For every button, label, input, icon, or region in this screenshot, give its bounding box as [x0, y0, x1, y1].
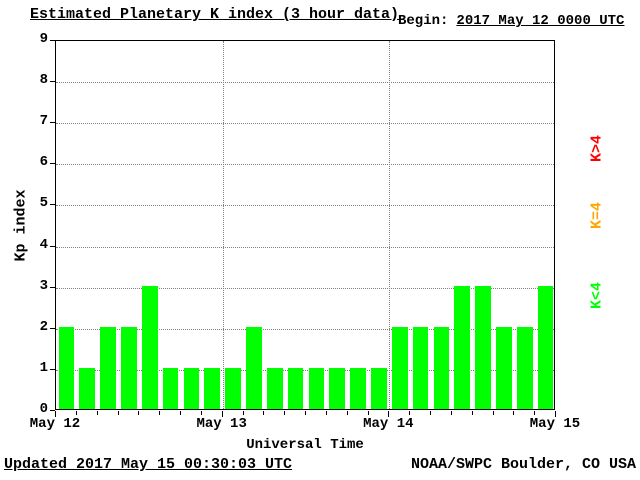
y-tick-label: 6 — [39, 154, 48, 171]
x-tick — [284, 411, 286, 415]
x-tick — [325, 411, 327, 415]
legend-item: K=4 — [588, 202, 606, 230]
x-tick — [346, 411, 348, 415]
kp-bar — [454, 285, 471, 409]
x-tick — [430, 411, 431, 415]
y-tick — [50, 286, 55, 288]
y-tick-label: 0 — [39, 401, 48, 417]
x-tick — [138, 411, 140, 415]
x-tick — [388, 411, 390, 417]
chart-title: Estimated Planetary K index (3 hour data… — [30, 6, 400, 23]
kp-bar — [100, 326, 116, 409]
kp-bar — [246, 326, 262, 409]
gridline-horizontal — [56, 328, 554, 330]
gridline-horizontal — [56, 82, 554, 84]
kp-bar — [329, 367, 346, 409]
legend-item: K>4 — [588, 135, 606, 163]
begin-line: Begin: 2017 May 12 0000 UTC — [398, 13, 624, 29]
gridline-horizontal — [56, 246, 554, 248]
y-tick — [50, 204, 55, 206]
y-tick — [50, 245, 55, 247]
y-tick — [50, 163, 55, 165]
x-tick-label: May 13 — [196, 416, 247, 432]
kp-bar — [308, 367, 325, 409]
x-axis-label: Universal Time — [246, 437, 364, 453]
gridline-vertical — [222, 41, 224, 409]
y-tick-label: 3 — [39, 277, 48, 294]
x-tick — [450, 411, 452, 415]
x-tick — [75, 411, 77, 415]
y-tick-label: 4 — [39, 236, 48, 253]
gridline-horizontal — [56, 205, 554, 207]
y-axis-label: Kp index — [12, 189, 30, 262]
y-tick-label: 8 — [39, 72, 48, 89]
kp-bar — [58, 326, 75, 409]
y-tick — [50, 40, 55, 41]
x-tick — [305, 411, 306, 415]
kp-bar — [496, 326, 512, 409]
kp-bar — [371, 367, 387, 409]
begin-value: 2017 May 12 0000 UTC — [456, 13, 625, 29]
y-tick — [50, 81, 55, 83]
x-tick — [200, 411, 202, 415]
legend-item: K<4 — [588, 282, 606, 310]
kp-bar — [475, 285, 491, 409]
kp-bar — [225, 367, 241, 409]
kp-bar — [537, 285, 554, 409]
x-tick — [117, 411, 119, 415]
x-tick — [492, 411, 494, 415]
gridline-vertical — [389, 41, 391, 409]
x-tick — [159, 411, 161, 415]
kp-bar — [287, 367, 304, 409]
x-tick — [96, 411, 98, 415]
y-tick-label: 1 — [39, 359, 48, 376]
kp-bar — [516, 326, 533, 409]
begin-label: Begin: — [398, 13, 449, 29]
x-tick — [221, 411, 223, 417]
kp-bar — [121, 326, 137, 409]
x-tick — [555, 411, 556, 417]
y-tick-label: 9 — [39, 31, 48, 47]
plot-area — [55, 40, 555, 410]
y-tick-label: 2 — [39, 318, 48, 335]
gridline-horizontal — [56, 164, 554, 166]
kp-bar — [350, 367, 366, 409]
x-tick-label: May 14 — [363, 416, 414, 432]
kp-bar — [79, 367, 96, 409]
credit-text: NOAA/SWPC Boulder, CO USA — [410, 456, 636, 473]
kp-bar — [266, 367, 283, 409]
x-tick — [242, 411, 244, 415]
kp-bar — [162, 367, 179, 409]
x-tick — [263, 411, 265, 415]
x-tick — [367, 411, 369, 415]
kp-bar — [412, 326, 429, 409]
y-tick — [50, 410, 55, 411]
x-tick — [513, 411, 515, 415]
y-tick-label: 5 — [39, 195, 48, 212]
gridline-horizontal — [56, 369, 554, 371]
x-tick — [55, 411, 56, 417]
kp-bar — [183, 367, 200, 409]
kp-bar — [391, 326, 408, 409]
y-tick — [50, 327, 55, 329]
kp-bar — [204, 367, 221, 409]
kp-bar — [433, 326, 450, 409]
y-tick — [50, 368, 55, 370]
y-tick — [50, 122, 55, 124]
x-tick — [534, 411, 536, 415]
x-tick — [471, 411, 473, 415]
y-tick-label: 7 — [39, 113, 48, 130]
kp-bar — [141, 285, 158, 409]
gridline-horizontal — [56, 287, 554, 289]
x-tick-label: May 15 — [529, 416, 581, 432]
gridline-horizontal — [56, 123, 554, 125]
x-tick-label: May 12 — [29, 416, 81, 432]
x-tick — [180, 411, 181, 415]
x-tick — [409, 411, 411, 415]
updated-timestamp: Updated 2017 May 15 00:30:03 UTC — [4, 456, 293, 473]
